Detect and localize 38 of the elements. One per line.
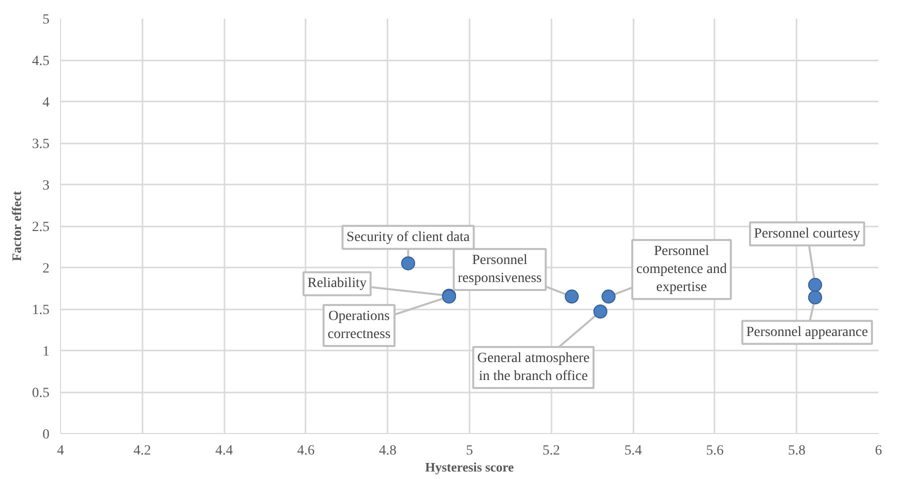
annotation: Personnel appearance: [746, 324, 868, 340]
y-tick-label: 3.5: [32, 137, 50, 152]
y-tick-label: 0.5: [32, 386, 50, 401]
point: [401, 256, 416, 270]
x-tick-label: 5.2: [542, 444, 560, 458]
x-tick-label: 5.4: [624, 444, 642, 458]
annotation: Security of client data: [346, 230, 471, 245]
x-tick-label: 5.8: [788, 444, 806, 458]
point: [602, 290, 616, 304]
y-tick-label: 1.5: [32, 303, 50, 318]
annotation: Personnel courtesy: [754, 226, 860, 242]
x-tick-label: 4: [57, 444, 64, 458]
y-tick-label: 4: [42, 96, 50, 110]
y-tick-label: 0: [42, 428, 50, 442]
x-tick-label: 4.4: [215, 444, 233, 458]
annotation: Personnel competence and expertise: [636, 244, 727, 296]
annotation: Reliability: [308, 276, 367, 292]
x-tick-label: 4.8: [378, 444, 396, 458]
y-tick-label: 5: [42, 12, 50, 28]
annotation: Operations correctness: [328, 309, 391, 342]
y-tick-label: 3: [42, 178, 50, 194]
point: [808, 278, 822, 292]
y-tick-label: 2: [42, 262, 50, 276]
point: [564, 290, 579, 304]
annotation: Personnel responsiveness: [458, 253, 542, 286]
x-tick-label: 5: [466, 444, 473, 458]
x-axis-title: Hysteresis score: [425, 460, 514, 474]
point: [808, 290, 822, 304]
x-tick-label: 6: [875, 444, 882, 458]
point: [593, 304, 608, 318]
y-tick-label: 2.5: [32, 220, 50, 235]
x-tick-label: 4.2: [134, 444, 152, 458]
annotation: General atmosphere in the branch office: [477, 350, 590, 384]
y-axis-title: Factor effect: [9, 190, 24, 262]
y-tick-label: 1: [42, 344, 50, 360]
x-tick-label: 4.6: [297, 444, 315, 458]
x-tick-label: 5.6: [706, 444, 724, 458]
y-tick-label: 4.5: [32, 54, 50, 69]
